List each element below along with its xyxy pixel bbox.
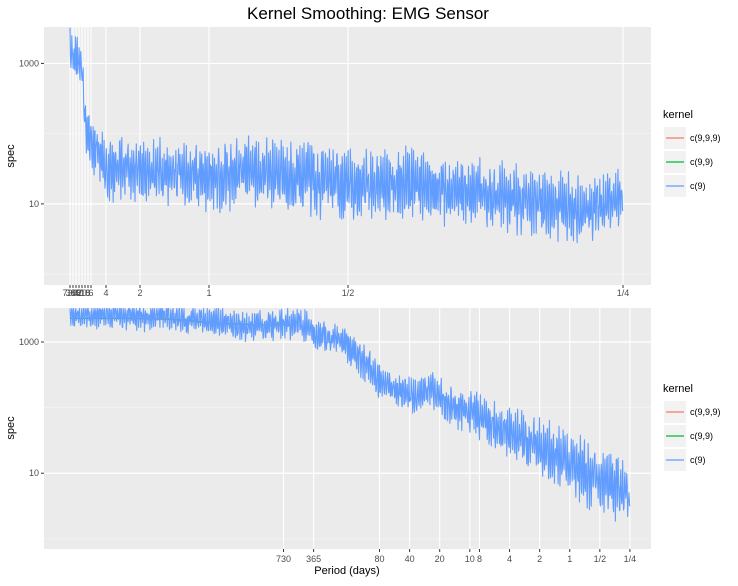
x-tick-label: 1/2 [342,288,355,298]
x-tick-label: 40 [405,554,415,564]
x-tick-label: 6 [88,288,93,298]
x-tick-label: 730 [276,554,291,564]
legend-entry-label: c(9) [690,455,706,465]
x-tick-label: 8 [477,554,482,564]
legend-entry-label: c(9,9) [690,431,713,441]
legend-entry-label: c(9,9) [690,157,713,167]
grid-top [44,27,651,285]
x-tick-label: 20 [435,554,445,564]
x-tick-label: 1 [206,288,211,298]
x-tick-label: 1/4 [617,288,630,298]
x-tick-label: 20 [77,288,87,298]
x-tick-label: 1/2 [594,554,607,564]
x-tick-label: 10 [80,288,90,298]
x-tick-label: 2 [537,554,542,564]
legend-title: kernel [663,109,693,121]
legend-bottom: kernel c(9,9,9) c(9,9) c(9) [663,383,721,471]
series-bottom [69,308,631,522]
x-tick-label: 80 [71,288,81,298]
chart-title: Kernel Smoothing: EMG Sensor [247,4,489,23]
y-axis-bottom: 1000 10 [19,337,44,478]
y-tick-label: 1000 [19,58,39,68]
series-line-c-9 [69,27,624,244]
y-tick-label: 10 [29,468,39,478]
x-tick-label: 1/4 [624,554,637,564]
legend-entry-label: c(9) [690,181,706,191]
series-line-c-9 [69,308,631,522]
legend-top: kernel c(9,9,9) c(9,9) c(9) [663,109,721,197]
x-tick-label: 2 [137,288,142,298]
x-tick-label: 8 [85,288,90,298]
legend-entry-label: c(9,9,9) [690,133,721,143]
x-axis-bottom: 730 365 80 40 20 10 8 4 2 1 1/2 1/4 [276,549,636,564]
x-tick-label: 4 [507,554,512,564]
legend-entry-label: c(9,9,9) [690,407,721,417]
x-tick-label: 80 [375,554,385,564]
series-top [69,27,624,244]
x-tick-label: 10 [465,554,475,564]
x-tick-label: 40 [74,288,84,298]
x-tick-label: 365 [65,288,80,298]
legend-title: kernel [663,383,693,395]
y-axis-top: 1000 10 [19,58,44,209]
y-tick-label: 10 [29,199,39,209]
y-tick-label: 1000 [19,337,39,347]
x-tick-label: 4 [103,288,108,298]
y-axis-label-bottom: spec [5,416,17,440]
x-axis-label-bottom: Period (days) [314,565,379,577]
x-tick-label: 1 [567,554,572,564]
y-axis-label-top: spec [5,144,17,168]
x-tick-label: 365 [306,554,321,564]
x-tick-label: 730 [62,288,77,298]
